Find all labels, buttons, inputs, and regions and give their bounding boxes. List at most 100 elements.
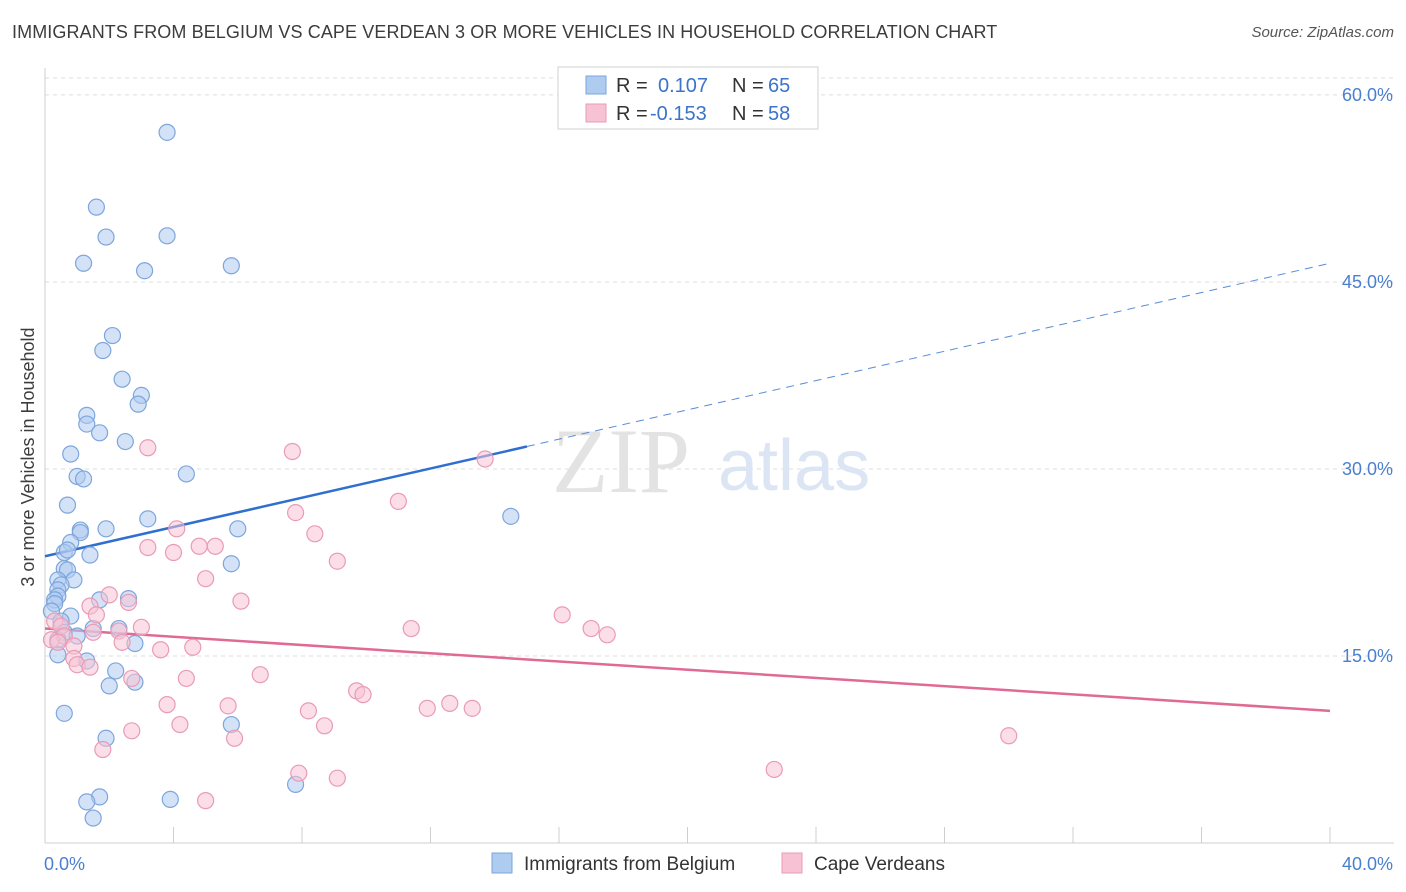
point-cape-verdean-43	[463, 699, 481, 717]
point-belgium-30	[81, 546, 99, 564]
legend-r-value-blue: 0.107	[658, 75, 708, 97]
point-belgium-17	[177, 465, 195, 483]
point-cape-verdean-12	[197, 570, 215, 588]
point-cape-verdean-48	[171, 715, 189, 734]
point-cape-verdean-19	[87, 606, 106, 624]
series-swatch-belgium	[491, 852, 513, 874]
legend-r-label-blue: R =	[616, 75, 648, 97]
watermark-zip: ZIP	[552, 410, 690, 512]
x-tick-label-0: 0.0%	[44, 854, 85, 874]
point-cape-verdean-5	[168, 520, 186, 538]
point-cape-verdean-3	[389, 492, 407, 510]
point-belgium-5	[135, 262, 154, 280]
point-belgium-11	[129, 395, 147, 413]
point-cape-verdean-54	[765, 760, 783, 779]
watermark-atlas: atlas	[718, 426, 870, 506]
point-cape-verdean-13	[100, 586, 118, 604]
point-cape-verdean-37	[251, 666, 269, 684]
point-belgium-3	[158, 227, 176, 245]
point-cape-verdean-44	[158, 696, 176, 714]
point-cape-verdean-49	[315, 717, 334, 735]
trend-line-belgium-extension	[526, 262, 1331, 448]
points-belgium	[42, 123, 520, 827]
point-cape-verdean-25	[598, 626, 616, 644]
point-cape-verdean-29	[49, 633, 67, 651]
point-cape-verdean-52	[1000, 727, 1018, 745]
y-tick-label-2: 45.0%	[1342, 272, 1393, 292]
point-belgium-23	[97, 520, 115, 538]
point-cape-verdean-33	[184, 638, 202, 656]
series-label-cape-verdeans: Cape Verdeans	[814, 854, 945, 875]
point-cape-verdean-16	[119, 593, 138, 611]
point-cape-verdean-11	[328, 552, 346, 570]
point-belgium-64	[84, 809, 102, 827]
x-tick-label-1: 40.0%	[1342, 854, 1393, 874]
legend-swatch-pink	[585, 103, 607, 123]
point-belgium-4	[74, 254, 93, 272]
series-legend: Immigrants from Belgium Cape Verdeans	[491, 852, 945, 875]
point-belgium-13	[78, 415, 96, 433]
legend-n-value-pink: 58	[768, 103, 790, 125]
point-cape-verdean-7	[139, 538, 157, 557]
point-belgium-2	[97, 228, 115, 246]
legend-r-value-pink: -0.153	[650, 103, 707, 125]
y-axis-label: 3 or more Vehicles in Household	[18, 327, 38, 586]
point-belgium-31	[222, 555, 240, 573]
series-label-belgium: Immigrants from Belgium	[524, 854, 735, 875]
point-cape-verdean-21	[132, 618, 150, 636]
data-points	[42, 123, 1018, 827]
point-cape-verdean-47	[299, 702, 318, 720]
point-cape-verdean-38	[177, 669, 195, 688]
y-tick-label-1: 30.0%	[1342, 459, 1393, 479]
point-belgium-57	[55, 704, 73, 722]
watermark: ZIP atlas	[552, 410, 870, 512]
point-cape-verdean-1	[283, 442, 301, 461]
point-belgium-7	[103, 326, 122, 345]
point-cape-verdean-26	[84, 623, 102, 641]
point-cape-verdean-36	[81, 658, 99, 676]
axes	[44, 68, 1394, 844]
point-cape-verdean-55	[290, 764, 308, 782]
point-belgium-20	[58, 496, 77, 514]
series-swatch-cape-verdeans	[781, 852, 803, 874]
point-cape-verdean-42	[441, 694, 459, 712]
point-cape-verdean-6	[306, 525, 324, 543]
gridlines	[45, 77, 1394, 657]
point-cape-verdean-24	[582, 619, 600, 638]
point-cape-verdean-18	[553, 606, 571, 624]
point-cape-verdean-2	[476, 450, 494, 468]
point-belgium-21	[139, 510, 157, 528]
points-cape-verdeans	[42, 439, 1018, 810]
point-belgium-16	[62, 445, 80, 463]
legend-n-label-pink: N =	[732, 103, 764, 125]
point-belgium-0	[158, 123, 176, 141]
y-tick-label-3: 60.0%	[1342, 85, 1393, 105]
point-belgium-22	[502, 507, 520, 525]
point-cape-verdean-32	[152, 641, 170, 659]
point-belgium-1	[87, 198, 106, 216]
point-cape-verdean-50	[123, 722, 141, 740]
trend-line-belgium	[44, 445, 528, 558]
chart-title: IMMIGRANTS FROM BELGIUM VS CAPE VERDEAN …	[12, 22, 998, 42]
y-tick-label-0: 15.0%	[1342, 646, 1393, 666]
point-belgium-8	[94, 341, 112, 360]
trend-lines	[44, 262, 1331, 713]
point-cape-verdean-9	[206, 537, 224, 555]
point-cape-verdean-31	[113, 633, 131, 651]
point-cape-verdean-57	[197, 792, 215, 810]
point-belgium-9	[113, 370, 131, 388]
point-belgium-6	[222, 257, 240, 275]
point-belgium-54	[107, 662, 125, 680]
point-belgium-55	[100, 677, 118, 695]
point-cape-verdean-14	[232, 592, 250, 610]
source-label: Source: ZipAtlas.com	[1251, 24, 1394, 41]
point-belgium-63	[161, 790, 179, 808]
legend-n-label-blue: N =	[732, 75, 764, 97]
point-belgium-14	[91, 424, 109, 442]
point-belgium-15	[116, 432, 134, 451]
point-belgium-29	[58, 541, 77, 559]
point-belgium-19	[74, 470, 93, 488]
point-cape-verdean-46	[418, 699, 436, 717]
point-cape-verdean-8	[190, 537, 208, 555]
